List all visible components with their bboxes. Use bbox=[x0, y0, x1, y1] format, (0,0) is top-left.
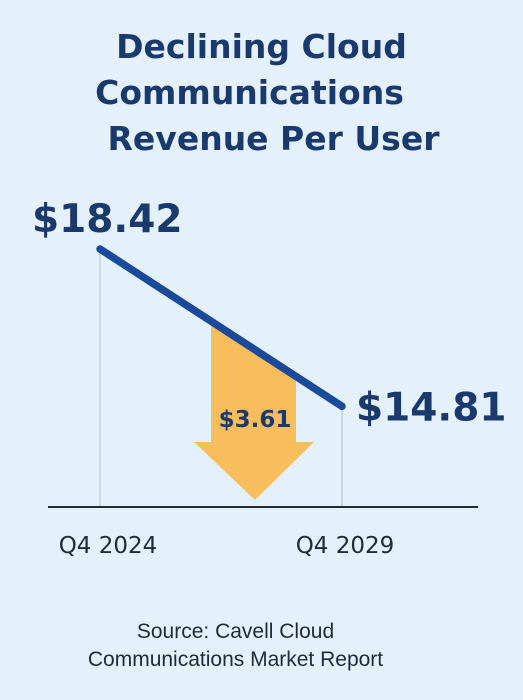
x-tick-label-start: Q4 2024 bbox=[59, 533, 158, 559]
end-value-label: $14.81 bbox=[356, 385, 507, 430]
start-value-label: $18.42 bbox=[32, 197, 183, 242]
title-line-3: Revenue Per User bbox=[107, 119, 440, 158]
source-line-1: Source: Cavell Cloud bbox=[136, 620, 335, 643]
decline-label: $3.61 bbox=[219, 407, 292, 433]
title-line-2: Communications bbox=[95, 73, 404, 112]
source-line-2: Communications Market Report bbox=[87, 648, 384, 671]
chart-title: Declining Cloud Communications Revenue P… bbox=[0, 24, 523, 162]
decline-arrow bbox=[194, 321, 314, 500]
x-tick-label-end: Q4 2029 bbox=[296, 533, 395, 559]
source-note: Source: Cavell Cloud Communications Mark… bbox=[0, 618, 471, 674]
title-line-1: Declining Cloud bbox=[116, 27, 407, 66]
revenue-trend-line bbox=[96, 245, 346, 411]
